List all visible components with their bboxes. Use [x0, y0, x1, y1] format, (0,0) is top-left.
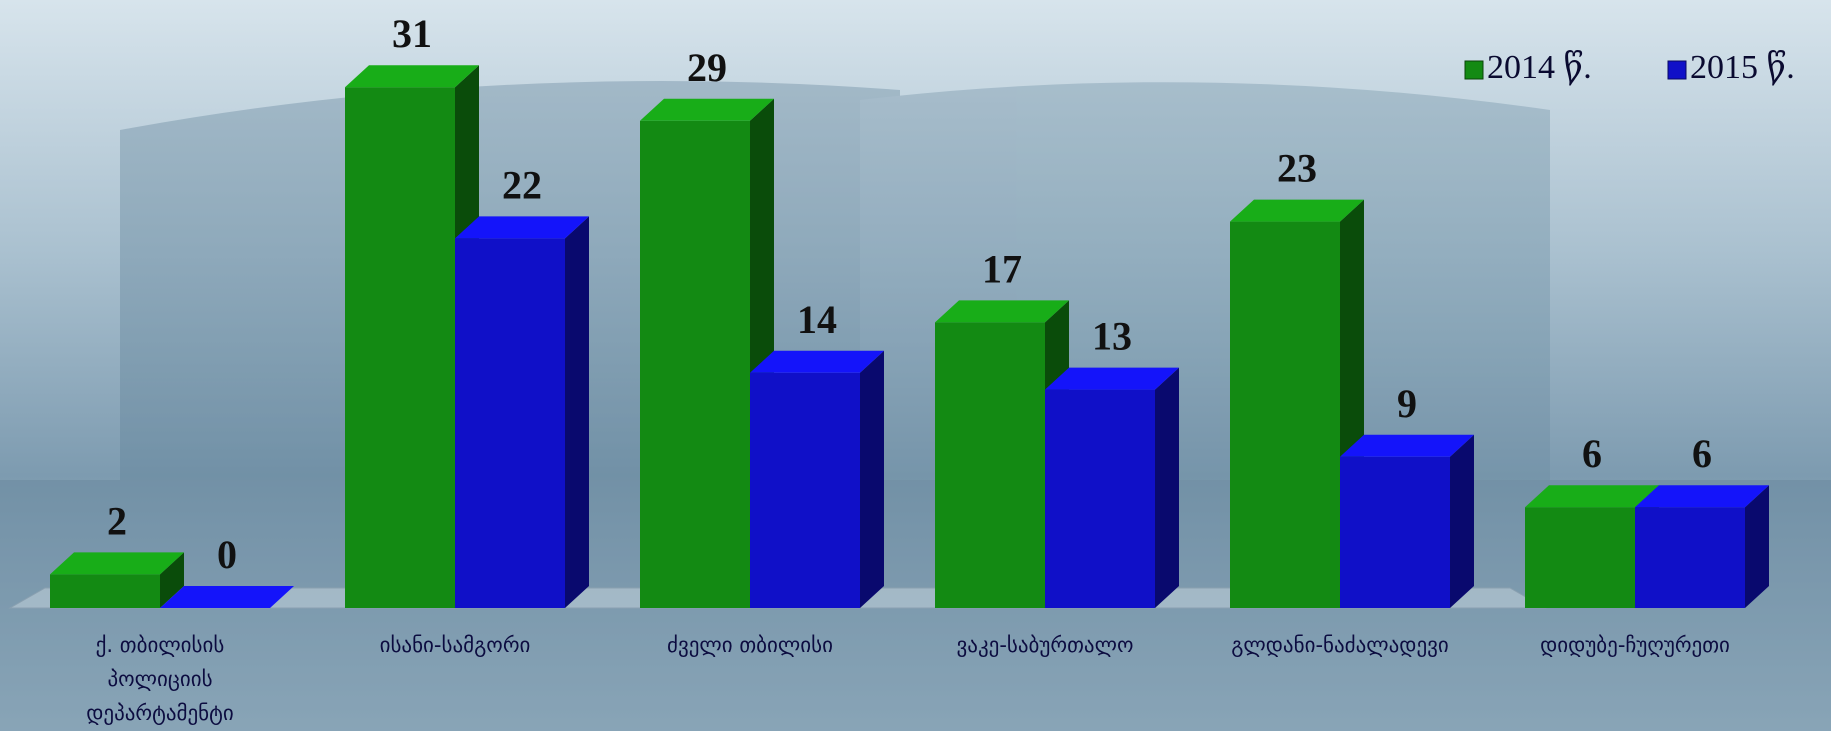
value-label: 13	[1092, 314, 1132, 359]
bar-front	[1340, 457, 1450, 608]
bar	[750, 351, 884, 608]
value-label: 29	[687, 45, 727, 90]
legend-swatch	[1668, 61, 1686, 79]
value-label: 22	[502, 162, 542, 207]
bar-front	[455, 238, 565, 608]
bar-side	[860, 351, 884, 608]
category-label: გლდანი-ნაძალადევი	[1220, 628, 1460, 662]
category-label: ძველი თბილისი	[630, 628, 870, 662]
bar-front	[50, 574, 160, 608]
value-label: 6	[1582, 431, 1602, 476]
bar-front	[1525, 507, 1635, 608]
legend-swatch	[1465, 61, 1483, 79]
bar	[50, 552, 184, 608]
bar	[455, 216, 589, 608]
bar-side	[1450, 435, 1474, 608]
bar-front	[345, 87, 455, 608]
value-label: 31	[392, 11, 432, 56]
bar-front	[640, 121, 750, 608]
category-label: დიდუბე-ჩუღურეთი	[1515, 628, 1755, 662]
bar	[1045, 368, 1179, 608]
bar-front	[1230, 222, 1340, 608]
category-label: ქ. თბილისის პოლიციის დეპარტამენტი	[60, 628, 260, 730]
legend-label: 2014 წ.	[1487, 49, 1592, 86]
bar	[1340, 435, 1474, 608]
value-label: 0	[217, 532, 237, 577]
bar-front	[1635, 507, 1745, 608]
value-label: 17	[982, 246, 1022, 291]
chart: 2 31 29 17 23 6 0 22 14 13 9 6 2014 წ. 2015 წ.	[0, 0, 1831, 731]
bar	[1635, 485, 1769, 608]
bar-front	[935, 322, 1045, 608]
bar-side	[565, 216, 589, 608]
bar-side	[1155, 368, 1179, 608]
value-label: 6	[1692, 431, 1712, 476]
value-label: 9	[1397, 381, 1417, 426]
value-label: 14	[797, 297, 837, 342]
value-label: 23	[1277, 146, 1317, 191]
page: 23129172360221413962014 წ.2015 წ. (() =>…	[0, 0, 1831, 731]
value-label: 2	[107, 498, 127, 543]
category-label: ისანი-სამგორი	[335, 628, 575, 662]
legend-label: 2015 წ.	[1690, 49, 1795, 86]
bar-front	[1045, 390, 1155, 608]
category-label: ვაკე-საბურთალო	[925, 628, 1165, 662]
bar-front	[750, 373, 860, 608]
